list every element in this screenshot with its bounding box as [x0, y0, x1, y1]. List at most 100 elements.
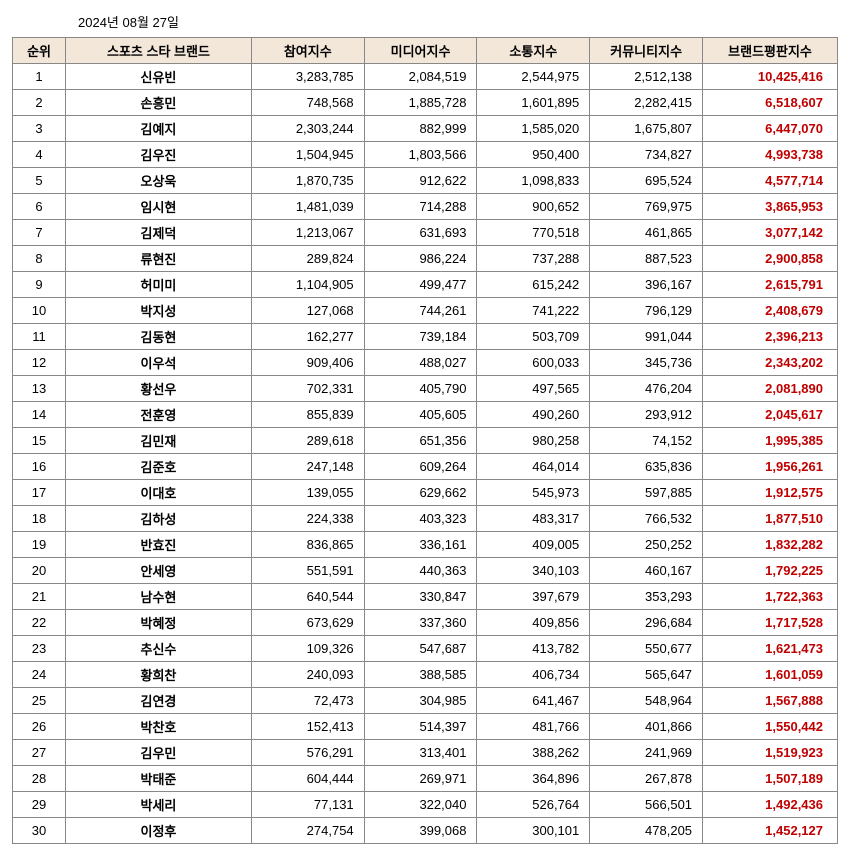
cell-value: 405,605	[364, 402, 477, 428]
table-row: 30이정후274,754399,068300,101478,2051,452,1…	[13, 818, 838, 844]
cell-value: 399,068	[364, 818, 477, 844]
cell-value: 127,068	[251, 298, 364, 324]
cell-value: 267,878	[590, 766, 703, 792]
cell-value: 2,084,519	[364, 64, 477, 90]
cell-total: 1,912,575	[703, 480, 838, 506]
cell-value: 912,622	[364, 168, 477, 194]
cell-value: 2,544,975	[477, 64, 590, 90]
cell-total: 2,615,791	[703, 272, 838, 298]
cell-value: 547,687	[364, 636, 477, 662]
cell-name: 박혜정	[66, 610, 252, 636]
cell-value: 396,167	[590, 272, 703, 298]
cell-value: 1,885,728	[364, 90, 477, 116]
cell-name: 김하성	[66, 506, 252, 532]
table-row: 19반효진836,865336,161409,005250,2521,832,2…	[13, 532, 838, 558]
cell-value: 600,033	[477, 350, 590, 376]
cell-value: 74,152	[590, 428, 703, 454]
table-row: 4김우진1,504,9451,803,566950,400734,8274,99…	[13, 142, 838, 168]
cell-value: 986,224	[364, 246, 477, 272]
cell-total: 2,045,617	[703, 402, 838, 428]
col-media: 미디어지수	[364, 38, 477, 64]
cell-rank: 10	[13, 298, 66, 324]
cell-total: 1,717,528	[703, 610, 838, 636]
cell-total: 2,343,202	[703, 350, 838, 376]
cell-value: 478,205	[590, 818, 703, 844]
cell-value: 77,131	[251, 792, 364, 818]
cell-value: 551,591	[251, 558, 364, 584]
cell-value: 152,413	[251, 714, 364, 740]
table-row: 23추신수109,326547,687413,782550,6771,621,4…	[13, 636, 838, 662]
cell-value: 1,104,905	[251, 272, 364, 298]
cell-rank: 4	[13, 142, 66, 168]
cell-rank: 1	[13, 64, 66, 90]
cell-value: 337,360	[364, 610, 477, 636]
table-row: 22박혜정673,629337,360409,856296,6841,717,5…	[13, 610, 838, 636]
cell-value: 565,647	[590, 662, 703, 688]
table-row: 21남수현640,544330,847397,679353,2931,722,3…	[13, 584, 838, 610]
table-row: 13황선우702,331405,790497,565476,2042,081,8…	[13, 376, 838, 402]
cell-value: 304,985	[364, 688, 477, 714]
col-community: 커뮤니티지수	[590, 38, 703, 64]
cell-name: 류현진	[66, 246, 252, 272]
cell-value: 464,014	[477, 454, 590, 480]
cell-rank: 15	[13, 428, 66, 454]
cell-value: 388,262	[477, 740, 590, 766]
cell-value: 345,736	[590, 350, 703, 376]
cell-total: 2,900,858	[703, 246, 838, 272]
cell-value: 109,326	[251, 636, 364, 662]
cell-total: 1,601,059	[703, 662, 838, 688]
cell-name: 황선우	[66, 376, 252, 402]
cell-rank: 12	[13, 350, 66, 376]
col-brand: 스포츠 스타 브랜드	[66, 38, 252, 64]
table-row: 7김제덕1,213,067631,693770,518461,8653,077,…	[13, 220, 838, 246]
cell-value: 405,790	[364, 376, 477, 402]
cell-value: 734,827	[590, 142, 703, 168]
cell-value: 766,532	[590, 506, 703, 532]
cell-name: 이대호	[66, 480, 252, 506]
cell-name: 김제덕	[66, 220, 252, 246]
cell-rank: 7	[13, 220, 66, 246]
cell-value: 1,585,020	[477, 116, 590, 142]
cell-value: 488,027	[364, 350, 477, 376]
table-row: 8류현진289,824986,224737,288887,5232,900,85…	[13, 246, 838, 272]
cell-value: 269,971	[364, 766, 477, 792]
cell-value: 640,544	[251, 584, 364, 610]
cell-total: 2,396,213	[703, 324, 838, 350]
cell-rank: 3	[13, 116, 66, 142]
cell-rank: 29	[13, 792, 66, 818]
cell-total: 1,507,189	[703, 766, 838, 792]
cell-rank: 23	[13, 636, 66, 662]
cell-value: 296,684	[590, 610, 703, 636]
table-row: 28박태준604,444269,971364,896267,8781,507,1…	[13, 766, 838, 792]
cell-rank: 11	[13, 324, 66, 350]
cell-rank: 16	[13, 454, 66, 480]
cell-value: 340,103	[477, 558, 590, 584]
cell-name: 오상욱	[66, 168, 252, 194]
cell-value: 702,331	[251, 376, 364, 402]
cell-name: 김준호	[66, 454, 252, 480]
cell-value: 162,277	[251, 324, 364, 350]
cell-name: 김연경	[66, 688, 252, 714]
cell-total: 1,452,127	[703, 818, 838, 844]
cell-value: 313,401	[364, 740, 477, 766]
cell-name: 이정후	[66, 818, 252, 844]
cell-value: 224,338	[251, 506, 364, 532]
cell-value: 545,973	[477, 480, 590, 506]
cell-value: 673,629	[251, 610, 364, 636]
cell-total: 3,865,953	[703, 194, 838, 220]
cell-value: 274,754	[251, 818, 364, 844]
cell-name: 박지성	[66, 298, 252, 324]
col-comm: 소통지수	[477, 38, 590, 64]
table-row: 26박찬호152,413514,397481,766401,8661,550,4…	[13, 714, 838, 740]
cell-total: 4,993,738	[703, 142, 838, 168]
cell-value: 770,518	[477, 220, 590, 246]
cell-value: 609,264	[364, 454, 477, 480]
cell-value: 440,363	[364, 558, 477, 584]
cell-value: 855,839	[251, 402, 364, 428]
cell-value: 909,406	[251, 350, 364, 376]
cell-name: 박찬호	[66, 714, 252, 740]
cell-value: 413,782	[477, 636, 590, 662]
table-row: 15김민재289,618651,356980,25874,1521,995,38…	[13, 428, 838, 454]
cell-name: 김우민	[66, 740, 252, 766]
cell-value: 836,865	[251, 532, 364, 558]
